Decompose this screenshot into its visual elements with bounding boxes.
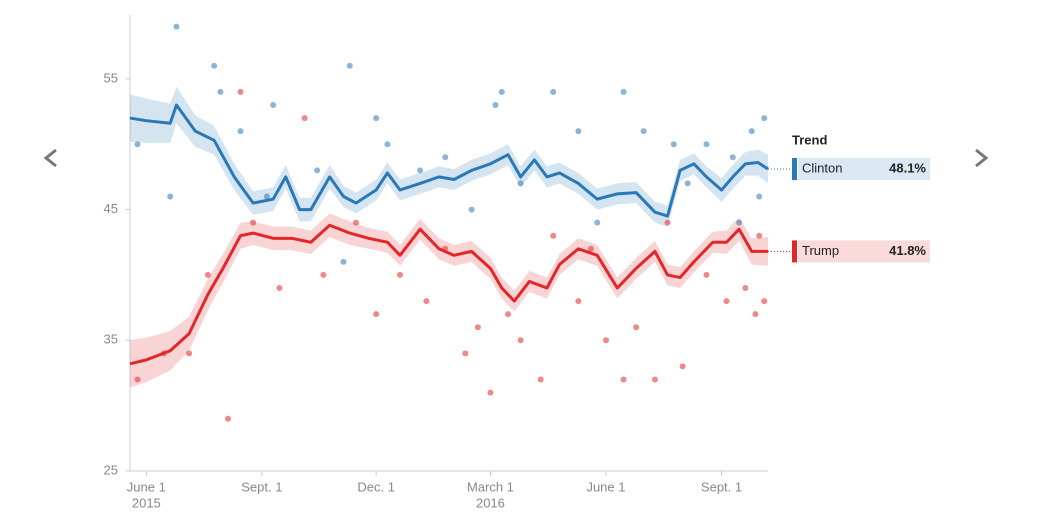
- poll-dot: [250, 219, 257, 226]
- poll-dot: [263, 193, 270, 200]
- y-tick-label: 25: [104, 462, 118, 477]
- poll-dot: [373, 311, 380, 318]
- poll-dot: [575, 128, 582, 135]
- legend-swatch: [792, 240, 797, 263]
- poll-dot: [397, 271, 404, 278]
- poll-dot: [742, 285, 749, 291]
- poll-dot: [587, 245, 594, 252]
- poll-dot: [217, 88, 224, 95]
- poll-dot: [442, 154, 449, 161]
- legend-value: 48.1%: [889, 160, 926, 175]
- poll-dot: [487, 389, 494, 396]
- x-tick-year: 2016: [476, 495, 505, 510]
- confidence-band: [130, 86, 768, 227]
- poll-dot: [211, 62, 218, 69]
- confidence-band: [130, 213, 768, 388]
- poll-dot: [594, 219, 601, 226]
- x-tick-label: June 1: [127, 479, 166, 494]
- poll-dot: [670, 141, 677, 148]
- trend-line: [129, 103, 769, 218]
- legend-background: [798, 158, 930, 181]
- poll-dot: [270, 102, 277, 108]
- previous-arrow[interactable]: [43, 148, 57, 168]
- poll-dot: [752, 311, 759, 318]
- poll-dot: [633, 324, 640, 331]
- legend-swatch: [792, 158, 797, 181]
- poll-dot: [320, 271, 327, 278]
- y-tick-label: 35: [104, 332, 118, 347]
- poll-dot: [723, 298, 730, 305]
- poll-dot: [134, 376, 141, 383]
- poll-dot: [651, 376, 658, 383]
- poll-dot: [492, 102, 499, 108]
- poll-dot: [468, 206, 475, 213]
- poll-dot: [173, 23, 180, 30]
- poll-dot: [748, 128, 755, 135]
- poll-dot: [640, 128, 647, 135]
- poll-dot: [224, 415, 231, 422]
- poll-dot: [679, 363, 686, 370]
- poll-dot: [498, 88, 505, 95]
- poll-dot: [237, 128, 244, 135]
- poll-dot: [664, 219, 671, 226]
- poll-dot: [703, 271, 710, 278]
- poll-dot: [602, 337, 609, 344]
- poll-dot: [237, 88, 244, 95]
- legend-background: [798, 240, 930, 263]
- poll-dot: [417, 167, 424, 174]
- poll-dot: [301, 115, 308, 122]
- poll-dot: [756, 193, 763, 200]
- x-tick-label: June 1: [586, 479, 625, 494]
- poll-dot: [761, 298, 768, 305]
- poll-dot: [462, 350, 469, 357]
- poll-dot: [756, 232, 763, 239]
- y-tick-label: 45: [104, 201, 118, 216]
- poll-dot: [474, 324, 481, 331]
- poll-dot: [736, 219, 743, 226]
- next-arrow[interactable]: [975, 148, 989, 168]
- poll-dot: [517, 180, 524, 187]
- poll-dot: [346, 62, 353, 69]
- poll-dot: [186, 350, 193, 357]
- poll-dot: [167, 193, 174, 200]
- poll-dot: [505, 311, 512, 318]
- poll-dot: [340, 258, 347, 265]
- x-tick-label: Dec. 1: [357, 479, 395, 494]
- poll-dot: [620, 88, 627, 95]
- poll-dot: [276, 285, 283, 291]
- poll-dot: [353, 219, 360, 226]
- legend-name: Clinton: [802, 160, 842, 175]
- poll-dot: [314, 167, 321, 174]
- poll-dot: [423, 298, 430, 305]
- poll-dot: [550, 232, 557, 239]
- poll-dot: [537, 376, 544, 383]
- legend-value: 41.8%: [889, 243, 926, 258]
- poll-dot: [204, 271, 211, 278]
- x-tick-label: Sept. 1: [701, 479, 742, 494]
- x-tick-label: Sept. 1: [241, 479, 282, 494]
- poll-dot: [703, 141, 710, 148]
- poll-dot: [550, 88, 557, 95]
- poll-dot: [517, 337, 524, 344]
- poll-dot: [134, 141, 141, 148]
- y-tick-label: 55: [104, 70, 118, 85]
- poll-dot: [384, 141, 391, 148]
- poll-dot: [761, 115, 768, 122]
- poll-dot: [620, 376, 627, 383]
- x-tick-label: March 1: [467, 479, 514, 494]
- poll-dot: [684, 180, 691, 187]
- legend-title: Trend: [792, 132, 827, 147]
- poll-dot: [575, 298, 582, 305]
- poll-dot: [373, 115, 380, 122]
- trend-line: [129, 223, 768, 366]
- poll-dot: [729, 154, 736, 161]
- x-tick-year: 2015: [132, 495, 161, 510]
- legend-name: Trump: [802, 243, 839, 258]
